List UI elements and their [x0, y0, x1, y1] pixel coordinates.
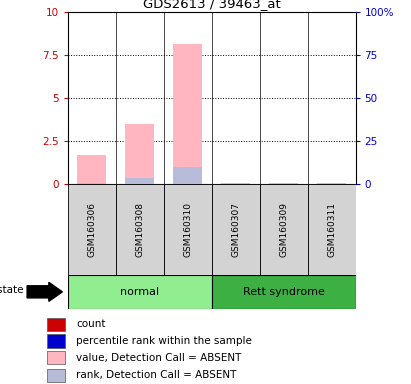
Text: Rett syndrome: Rett syndrome: [242, 287, 325, 297]
Text: GSM160309: GSM160309: [279, 202, 288, 257]
Bar: [47, 318, 65, 331]
Text: value, Detection Call = ABSENT: value, Detection Call = ABSENT: [76, 353, 242, 363]
Bar: [77, 183, 106, 184]
Bar: [47, 351, 65, 364]
Bar: [125, 178, 154, 184]
Bar: [260, 184, 307, 275]
Bar: [68, 184, 116, 275]
FancyArrow shape: [27, 282, 62, 301]
Text: disease state: disease state: [0, 285, 24, 295]
Bar: [307, 184, 356, 275]
Text: GSM160307: GSM160307: [231, 202, 240, 257]
Text: count: count: [76, 319, 106, 329]
Bar: [212, 184, 260, 275]
Bar: [68, 275, 212, 309]
Bar: [173, 44, 202, 184]
Bar: [212, 275, 356, 309]
Bar: [116, 184, 164, 275]
Text: GSM160306: GSM160306: [87, 202, 96, 257]
Bar: [125, 124, 154, 184]
Title: GDS2613 / 39463_at: GDS2613 / 39463_at: [143, 0, 281, 10]
Text: normal: normal: [120, 287, 159, 297]
Text: rank, Detection Call = ABSENT: rank, Detection Call = ABSENT: [76, 370, 237, 380]
Text: GSM160311: GSM160311: [327, 202, 336, 257]
Text: percentile rank within the sample: percentile rank within the sample: [76, 336, 252, 346]
Bar: [173, 167, 202, 184]
Bar: [77, 155, 106, 184]
Text: GSM160310: GSM160310: [183, 202, 192, 257]
Bar: [47, 369, 65, 382]
Bar: [164, 184, 212, 275]
Bar: [47, 334, 65, 348]
Text: GSM160308: GSM160308: [135, 202, 144, 257]
